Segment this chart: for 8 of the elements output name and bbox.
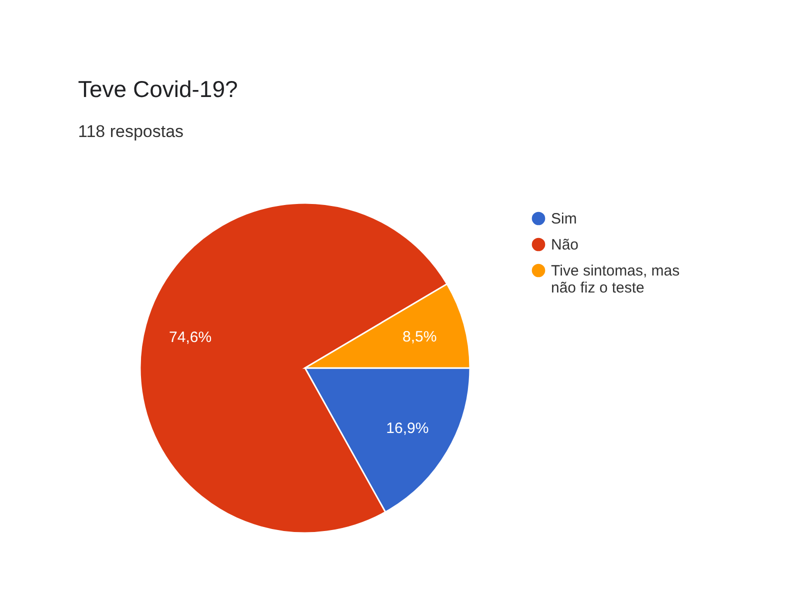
data-label: 8,5%: [402, 328, 437, 346]
data-label: 74,6%: [169, 329, 212, 346]
chart-title: Teve Covid-19?: [78, 76, 238, 102]
chart-subtitle: 118 respostas: [78, 122, 184, 141]
legend-label: Tive sintomas, mas não fiz o teste: [551, 262, 680, 296]
data-label: 16,9%: [386, 420, 429, 438]
legend-label: Sim: [551, 210, 577, 228]
legend-label: Não: [551, 236, 579, 254]
